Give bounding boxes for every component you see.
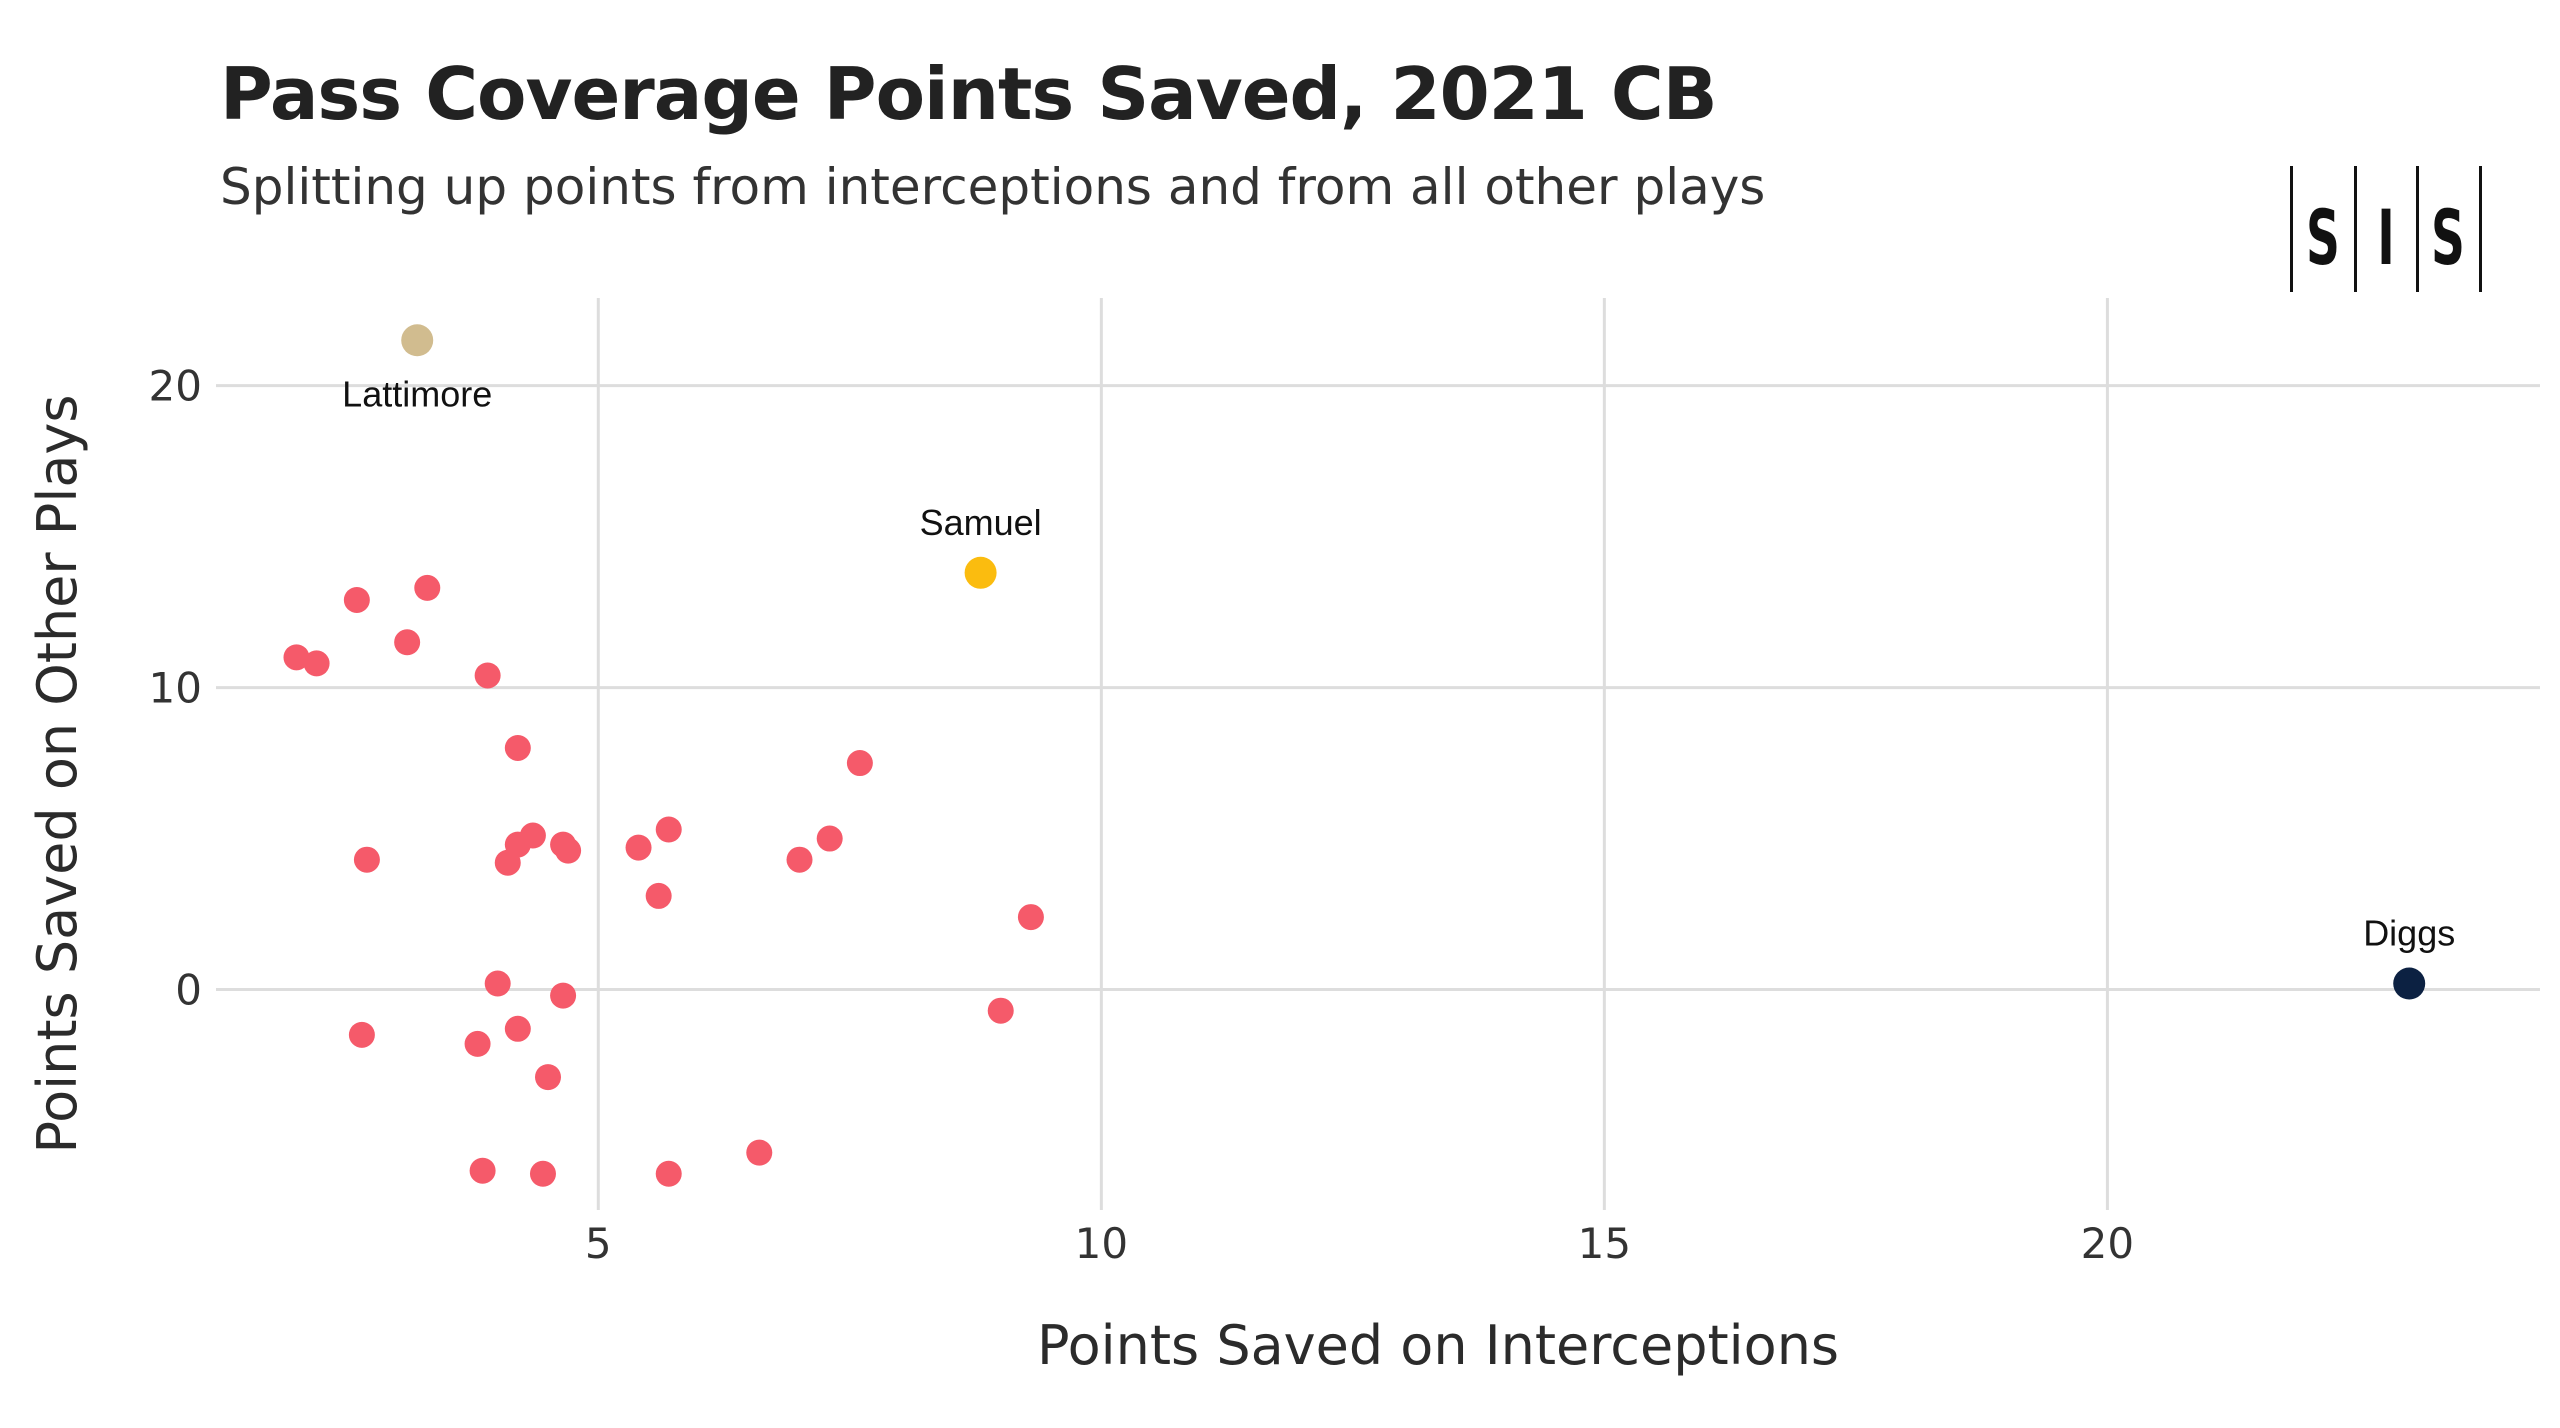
data-point: [484, 970, 511, 997]
y-tick-label: 0: [175, 966, 202, 1015]
logo-letter-i: I: [2377, 193, 2395, 282]
data-point: [625, 834, 652, 861]
data-point: [550, 982, 577, 1009]
point-label-samuel: Samuel: [920, 502, 1042, 543]
point-labels: Lattimore Samuel Diggs: [342, 373, 2455, 953]
chart-title: Pass Coverage Points Saved, 2021 CB: [220, 52, 1718, 136]
data-point: [343, 586, 370, 613]
y-axis-title: Points Saved on Other Plays: [26, 394, 89, 1153]
data-point-samuel: [964, 556, 997, 589]
point-label-lattimore: Lattimore: [342, 373, 492, 414]
data-point: [469, 1157, 496, 1184]
x-axis-title: Points Saved on Interceptions: [1037, 1314, 1839, 1377]
y-tick-label: 20: [149, 362, 202, 411]
data-point: [786, 846, 813, 873]
logo-letter-s2: S: [2431, 193, 2465, 282]
data-point: [846, 750, 873, 777]
data-point-diggs: [2393, 967, 2426, 1000]
axis-titles: Points Saved on Interceptions Points Save…: [26, 394, 1839, 1377]
data-point: [519, 822, 546, 849]
logo-letter-s1: S: [2306, 193, 2340, 282]
chart-subtitle: Splitting up points from interceptions a…: [220, 158, 1766, 216]
data-point: [645, 882, 672, 909]
data-point: [474, 662, 501, 689]
grid-lines: [216, 298, 2540, 1210]
data-point: [353, 846, 380, 873]
data-point: [283, 644, 310, 671]
point-label-diggs: Diggs: [2363, 913, 2455, 954]
y-tick-label: 10: [149, 664, 202, 713]
data-point: [816, 825, 843, 852]
tick-labels: 5 10 15 20 0 10 20: [149, 362, 2135, 1268]
data-point: [464, 1030, 491, 1057]
x-tick-label: 15: [1578, 1219, 1631, 1268]
data-point: [1017, 904, 1044, 931]
data-point: [504, 734, 531, 761]
data-points: [283, 324, 2426, 1187]
data-point: [394, 629, 421, 656]
data-point: [529, 1160, 556, 1187]
data-point: [555, 837, 582, 864]
data-point: [504, 1015, 531, 1042]
data-point: [414, 574, 441, 601]
data-point: [535, 1064, 561, 1091]
data-point: [746, 1139, 773, 1166]
data-point: [655, 816, 682, 843]
data-point: [348, 1021, 375, 1048]
data-point: [303, 650, 330, 677]
x-tick-label: 20: [2081, 1219, 2134, 1268]
x-tick-label: 5: [585, 1219, 612, 1268]
sis-logo: S I S: [2290, 166, 2482, 292]
data-point: [655, 1160, 682, 1187]
data-point-lattimore: [401, 324, 434, 357]
data-point: [987, 997, 1014, 1024]
x-tick-label: 10: [1075, 1219, 1128, 1268]
